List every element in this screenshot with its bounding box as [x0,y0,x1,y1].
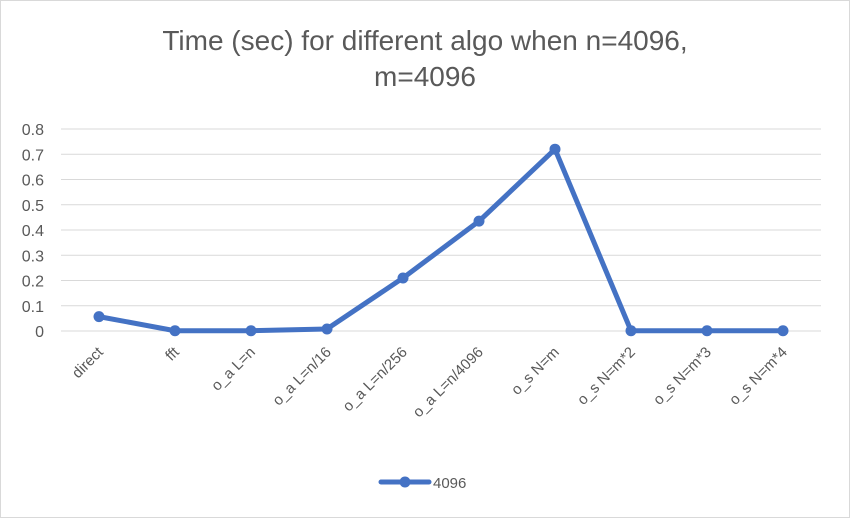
data-point [169,325,181,337]
y-tick-label: 0 [35,324,44,341]
chart-title-line-2: m=4096 [374,61,476,92]
data-point [321,323,333,335]
x-tick-label: o_s N=m [508,344,563,399]
legend-label: 4096 [433,475,466,492]
y-tick-label: 0.6 [22,173,44,190]
x-tick-label: o_s N=m*4 [726,344,791,409]
legend-swatch-marker [399,476,411,488]
data-point [549,143,561,155]
series-line [96,146,786,334]
x-tick-label: o_a L=n/256 [340,344,411,415]
data-point [777,325,789,337]
data-point [625,325,637,337]
x-tick-label: fft [162,343,183,364]
x-tick-label: o_a L=n/4096 [410,344,487,421]
x-axis-ticks: direct fft o_a L=n o_a L=n/16 o_a L=n/256o_a… [69,343,791,421]
y-tick-label: 0.8 [22,122,44,139]
y-tick-label: 0.7 [22,147,44,164]
data-point [93,311,105,323]
y-tick-label: 0.4 [22,223,44,240]
series-layer [93,143,789,337]
legend: 4096 [378,475,466,492]
data-point [701,325,713,337]
chart-title: Time (sec) for different algo when n=409… [1,23,849,95]
y-tick-label: 0.2 [22,274,44,291]
y-tick-label: 0.3 [22,248,44,265]
x-tick-label: o_a L=n/16 [269,344,334,409]
gridlines [61,128,821,332]
data-point [397,272,409,284]
x-tick-label: o_s N=m*2 [574,344,639,409]
y-axis-ticks: 0 0.1 0.2 0.3 0.4 0.5 0.6 0.7 0.8 [22,122,44,341]
x-tick-label: o_s N=m*3 [650,344,715,409]
data-point [473,215,485,227]
data-point [245,325,257,337]
x-tick-label: direct [69,343,108,382]
y-tick-label: 0.5 [22,198,44,215]
y-tick-label: 0.1 [22,299,44,316]
x-tick-label: o_a L=n [208,344,259,395]
chart-title-line-1: Time (sec) for different algo when n=409… [162,25,688,56]
